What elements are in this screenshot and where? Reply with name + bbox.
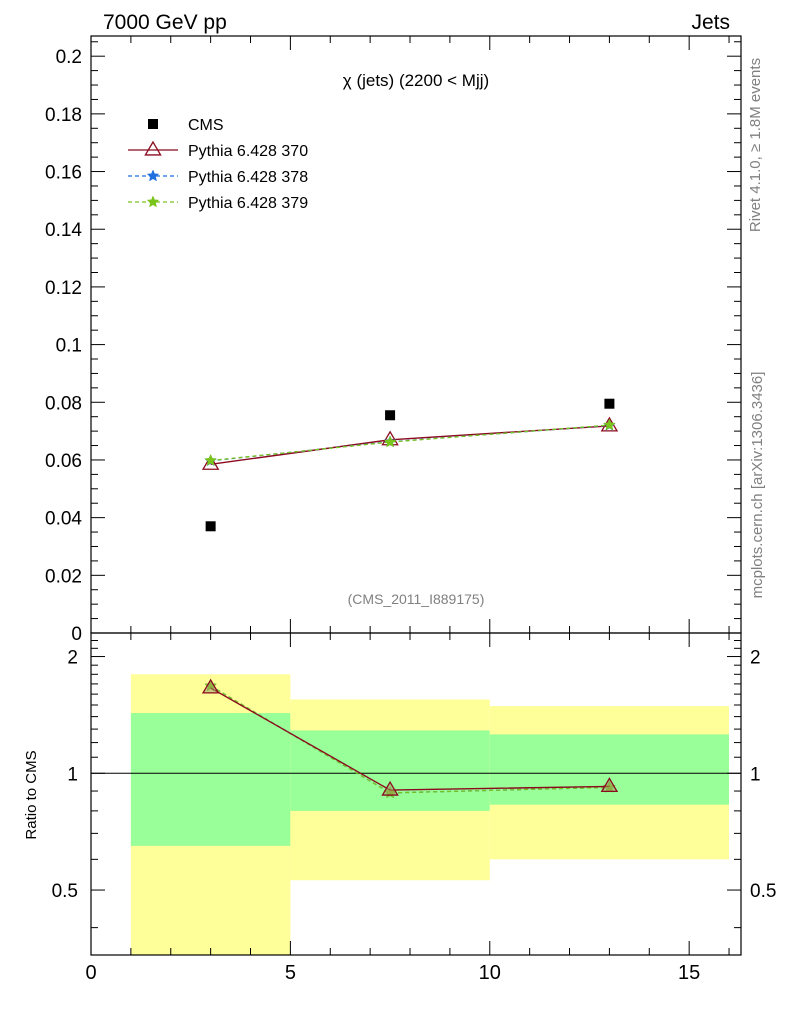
data-point-3-1 <box>383 435 397 448</box>
bottom-frame <box>90 632 742 956</box>
series-line-1 <box>210 425 610 465</box>
data-point-0-1 <box>385 410 396 421</box>
y-tick-label: 0.04 <box>45 509 82 530</box>
y-tick-label: 0.1 <box>56 336 82 357</box>
ratio-y-tick-label-right: 0.5 <box>750 881 776 902</box>
ratio-plot: 0 5 10 15 0.5 0.5 1 1 2 2 <box>52 632 776 984</box>
data-point-1-0 <box>201 454 220 470</box>
y-tick-label: 0.14 <box>45 220 82 241</box>
band-inner-1 <box>290 730 490 811</box>
data-point-3-2 <box>603 418 616 431</box>
analysis-watermark: (CMS_2011_I889175) <box>348 591 485 607</box>
chart-title: χ (jets) (2200 < Mjj) <box>343 71 489 90</box>
band-inner-0 <box>130 713 291 846</box>
data-point-0-0 <box>205 521 216 532</box>
legend-label-3: Pythia 6.428 379 <box>188 195 308 212</box>
legend-label-0: CMS <box>188 117 224 134</box>
ratio-y-tick-label: 2 <box>67 648 78 669</box>
ratio-y-tick-label-right: 1 <box>750 764 761 785</box>
y-tick-label: 0.02 <box>45 566 82 587</box>
ratio-point-1-1 <box>381 780 399 796</box>
mcplots-label: mcplots.cern.ch [arXiv:1306.3436] <box>749 372 766 599</box>
legend-marker-0 <box>148 119 158 129</box>
ratio-point-1-0 <box>201 678 220 694</box>
data-point-3-0 <box>204 453 217 466</box>
header-right: Jets <box>691 11 730 34</box>
x-tick-label: 10 <box>479 962 501 984</box>
rivet-version-label: Rivet 4.1.0, ≥ 1.8M events <box>747 58 764 232</box>
ratio-y-tick-label: 1 <box>67 764 78 785</box>
x-tick-label: 0 <box>85 962 96 984</box>
ratio-axis-label: Ratio to CMS <box>23 750 40 839</box>
y-tick-label: 0.18 <box>45 105 82 126</box>
y-tick-label: 0.06 <box>45 451 82 472</box>
band-inner-2 <box>489 734 730 805</box>
ratio-y-tick-label-right: 2 <box>750 648 761 669</box>
legend-marker-3 <box>146 195 160 208</box>
y-tick-label: 0 <box>71 624 82 645</box>
header-left: 7000 GeV pp <box>103 11 227 34</box>
x-tick-label: 5 <box>285 962 296 984</box>
legend-marker-2 <box>146 169 160 182</box>
legend-marker-1 <box>144 140 162 156</box>
legend: CMS Pythia 6.428 370 Pythia 6.428 378 Pythi… <box>128 117 308 212</box>
y-tick-label: 0.16 <box>45 163 82 184</box>
y-tick-label: 0.12 <box>45 278 82 299</box>
y-tick-label: 0.08 <box>45 393 82 414</box>
ratio-y-tick-label: 0.5 <box>52 881 78 902</box>
x-tick-label: 15 <box>678 962 700 984</box>
ratio-point-1-2 <box>600 777 619 793</box>
y-tick-label: 0.2 <box>56 47 82 68</box>
legend-label-1: Pythia 6.428 370 <box>188 143 308 160</box>
legend-label-2: Pythia 6.428 378 <box>188 169 308 186</box>
data-point-0-2 <box>604 398 615 409</box>
main-plot: 0 0.02 0.04 0.06 0.08 0.1 0.12 0.14 0.16 0.18 0.2 <box>45 35 742 645</box>
